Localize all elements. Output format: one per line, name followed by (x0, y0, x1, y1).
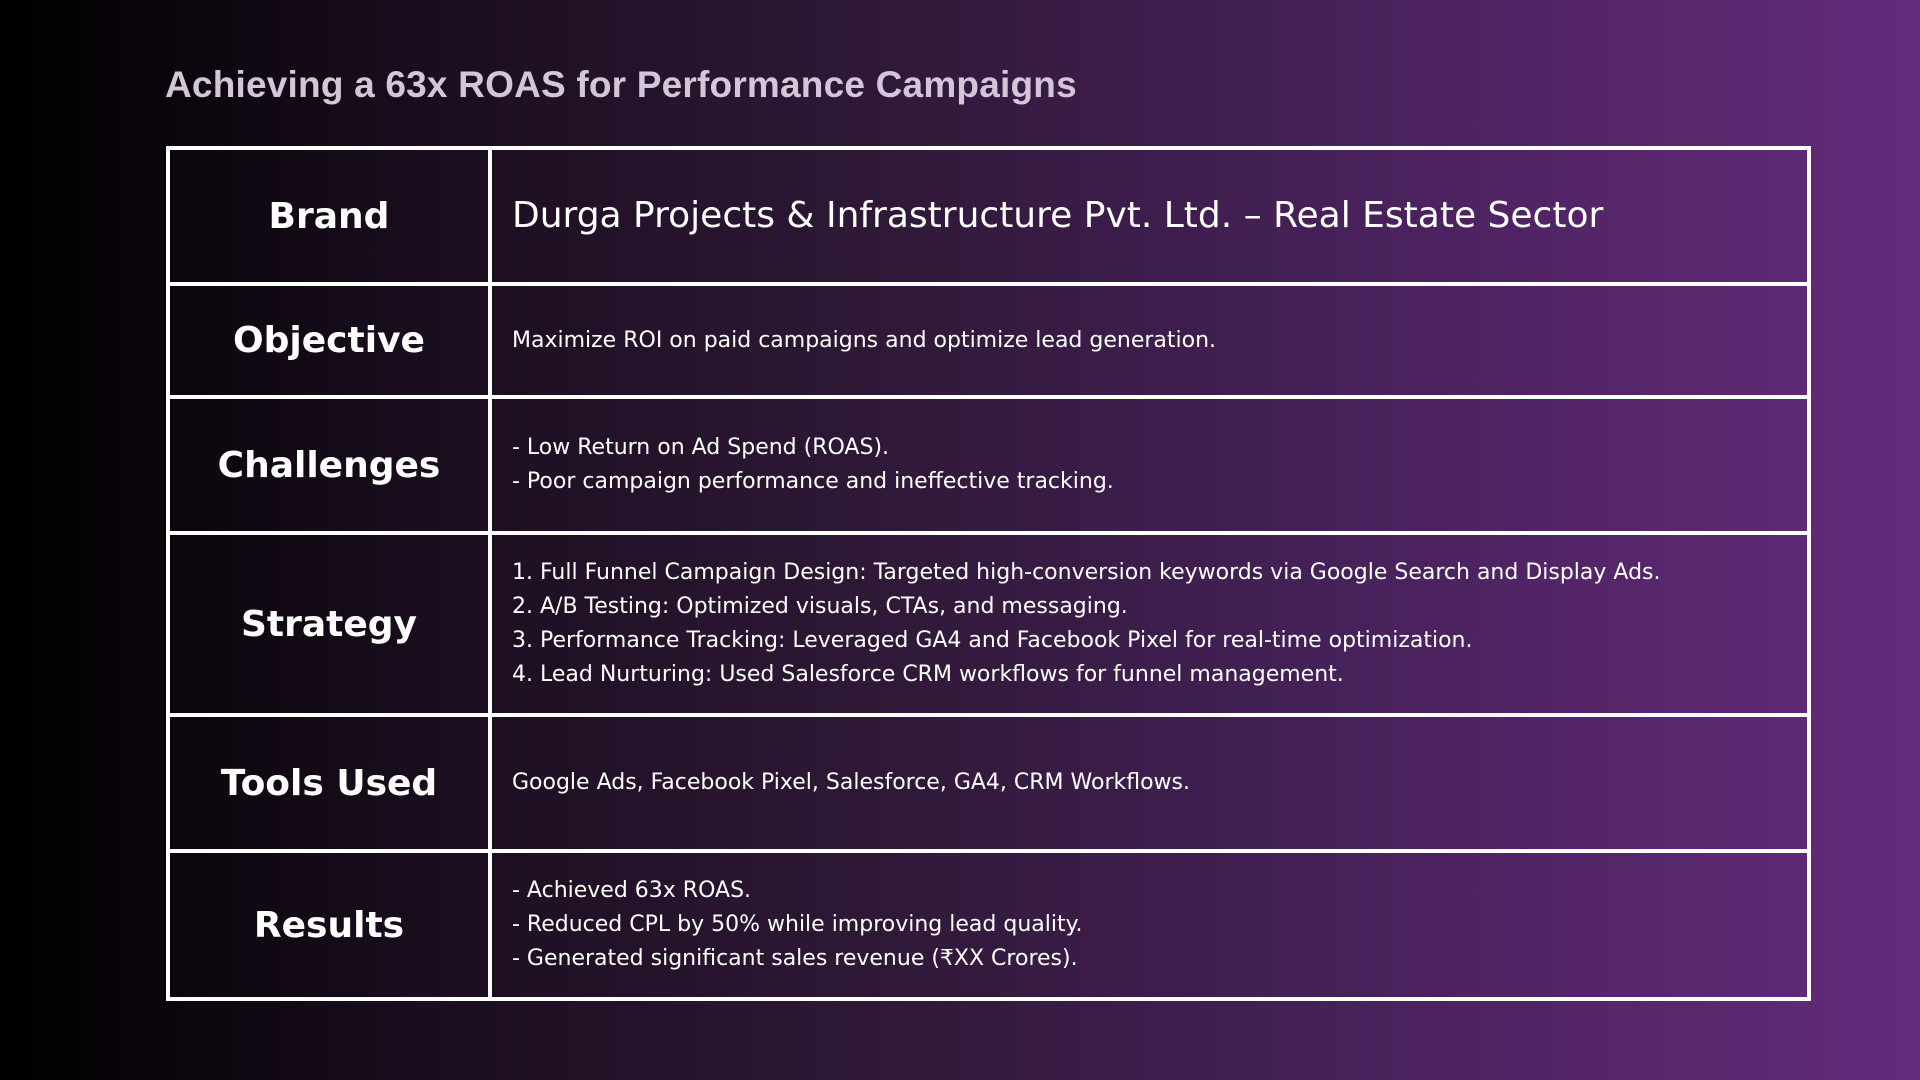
row-value-challenges: - Low Return on Ad Spend (ROAS). - Poor … (488, 395, 1811, 535)
row-label-brand: Brand (166, 146, 492, 286)
row-label-tools-used: Tools Used (166, 713, 492, 853)
strategy-item: 1. Full Funnel Campaign Design: Targeted… (512, 560, 1661, 585)
table-row-results: Results - Achieved 63x ROAS. - Reduced C… (166, 849, 1811, 1001)
row-label-strategy: Strategy (166, 531, 492, 717)
challenge-item: - Poor campaign performance and ineffect… (512, 469, 1114, 494)
row-value-tools-used: Google Ads, Facebook Pixel, Salesforce, … (488, 713, 1811, 853)
table-row-tools-used: Tools Used Google Ads, Facebook Pixel, S… (166, 713, 1811, 853)
objective-text: Maximize ROI on paid campaigns and optim… (512, 327, 1217, 353)
brand-text: Durga Projects & Infrastructure Pvt. Ltd… (512, 195, 1604, 236)
case-study-table: Brand Durga Projects & Infrastructure Pv… (166, 146, 1811, 1001)
result-item: - Reduced CPL by 50% while improving lea… (512, 912, 1083, 937)
result-item: - Generated significant sales revenue (₹… (512, 946, 1078, 971)
row-label-results: Results (166, 849, 492, 1001)
table-row-objective: Objective Maximize ROI on paid campaigns… (166, 282, 1811, 399)
result-item: - Achieved 63x ROAS. (512, 878, 752, 903)
row-value-results: - Achieved 63x ROAS. - Reduced CPL by 50… (488, 849, 1811, 1001)
strategy-item: 3. Performance Tracking: Leveraged GA4 a… (512, 628, 1473, 653)
row-value-objective: Maximize ROI on paid campaigns and optim… (488, 282, 1811, 399)
row-value-brand: Durga Projects & Infrastructure Pvt. Ltd… (488, 146, 1811, 286)
strategy-item: 4. Lead Nurturing: Used Salesforce CRM w… (512, 662, 1344, 687)
tools-text: Google Ads, Facebook Pixel, Salesforce, … (512, 770, 1191, 795)
strategy-item: 2. A/B Testing: Optimized visuals, CTAs,… (512, 594, 1128, 619)
row-label-challenges: Challenges (166, 395, 492, 535)
row-label-objective: Objective (166, 282, 492, 399)
challenge-item: - Low Return on Ad Spend (ROAS). (512, 435, 890, 460)
table-row-brand: Brand Durga Projects & Infrastructure Pv… (166, 146, 1811, 286)
slide-title: Achieving a 63x ROAS for Performance Cam… (165, 64, 1077, 105)
table-row-strategy: Strategy 1. Full Funnel Campaign Design:… (166, 531, 1811, 717)
row-value-strategy: 1. Full Funnel Campaign Design: Targeted… (488, 531, 1811, 717)
table-row-challenges: Challenges - Low Return on Ad Spend (ROA… (166, 395, 1811, 535)
